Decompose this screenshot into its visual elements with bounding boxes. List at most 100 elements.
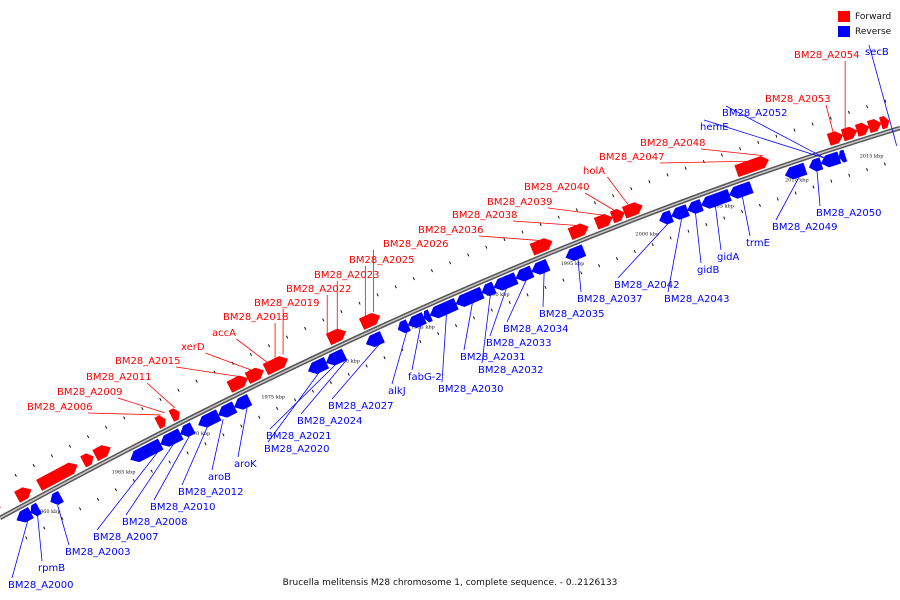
- forward-label-bm28-a2054: BM28_A2054: [794, 50, 860, 61]
- reverse-gene-arrow: [729, 181, 754, 199]
- track-dot: [615, 256, 619, 261]
- forward-leader-line: [205, 352, 252, 371]
- reverse-leader-line: [57, 504, 70, 546]
- track-dot: [14, 473, 17, 477]
- track-dot: [669, 236, 672, 240]
- forward-gene-arrow: [358, 312, 381, 330]
- track-dot: [720, 153, 723, 157]
- reverse-gene-arrow: [784, 162, 808, 180]
- reverse-label-bm28-a2000: BM28_A2000: [8, 580, 74, 591]
- forward-gene-arrow: [325, 328, 347, 346]
- reverse-label-bm28-a2021: BM28_A2021: [266, 431, 332, 442]
- reverse-gene-arrow: [455, 286, 485, 307]
- track-dot: [811, 122, 814, 126]
- reverse-leader-line: [267, 372, 320, 443]
- reverse-leader-line: [741, 196, 751, 237]
- reverse-label-bm28-a2042: BM28_A2042: [614, 280, 680, 291]
- track-dot: [195, 379, 198, 383]
- forward-label-bm28-a2015: BM28_A2015: [115, 356, 181, 367]
- reverse-gene-arrow: [671, 204, 690, 220]
- reverse-leader-line: [816, 171, 821, 207]
- tick-label: 1970 kbp: [187, 431, 211, 437]
- track-dot: [448, 261, 452, 265]
- reverse-label-bm28-a2049: BM28_A2049: [772, 222, 838, 233]
- track-dot: [812, 185, 815, 189]
- reverse-label-bm28-a2010: BM28_A2010: [150, 502, 216, 513]
- forward-leader-lines: [87, 61, 846, 416]
- track-dot: [776, 197, 779, 201]
- reverse-leader-line: [542, 272, 545, 308]
- track-dot: [848, 110, 850, 114]
- track-dot: [758, 203, 761, 207]
- reverse-leader-line: [11, 521, 29, 579]
- forward-gene-arrow: [621, 202, 643, 219]
- reverse-gene-arrow: [234, 393, 253, 410]
- track-dot: [204, 442, 207, 446]
- track-dot: [866, 105, 869, 109]
- forward-label-bm28-a2048: BM28_A2048: [640, 138, 706, 149]
- reverse-gene-arrow: [50, 490, 64, 505]
- reverse-label-bm28-a2033: BM28_A2033: [486, 338, 552, 349]
- tick-label: 1975 kbp: [261, 394, 285, 400]
- track-dot: [293, 398, 297, 402]
- reverse-gene-arrow: [493, 272, 519, 291]
- track-dot: [222, 433, 225, 437]
- track-dot: [741, 210, 744, 214]
- track-dot: [508, 300, 511, 305]
- reverse-label-heme: hemE: [700, 122, 729, 133]
- reverse-gene-arrow: [365, 331, 385, 348]
- track-dot: [132, 478, 135, 483]
- track-dot: [684, 166, 687, 170]
- reverse-leader-line: [715, 206, 722, 251]
- track-dot: [705, 222, 708, 227]
- tick-label: 1960 kbp: [37, 509, 61, 515]
- track-dot: [866, 168, 868, 172]
- track-dot: [490, 308, 493, 312]
- track-dot: [365, 364, 368, 368]
- track-dot: [485, 245, 488, 249]
- track-dot: [32, 463, 35, 468]
- track-dot: [78, 507, 82, 511]
- reverse-gene-arrow: [481, 281, 497, 297]
- reverse-gene-arrow: [180, 422, 196, 437]
- track-dot: [304, 326, 307, 331]
- track-dot: [25, 536, 28, 540]
- forward-label-bm28-a2039: BM28_A2039: [487, 197, 553, 208]
- track-dot: [829, 116, 832, 120]
- track-dot: [177, 388, 180, 392]
- track-dot: [793, 128, 796, 132]
- forward-gene-arrow: [593, 213, 613, 230]
- reverse-gene-arrow: [515, 265, 535, 282]
- forward-label-bm28-a2053: BM28_A2053: [765, 94, 831, 105]
- forward-gene-arrow: [154, 415, 166, 430]
- track-dot: [275, 406, 279, 410]
- forward-gene-arrow: [840, 126, 858, 142]
- legend-reverse: Reverse: [838, 24, 900, 39]
- track-dot: [61, 516, 64, 520]
- forward-gene-arrow: [609, 208, 625, 224]
- reverse-label-bm28-a2030: BM28_A2030: [438, 384, 504, 395]
- reverse-leader-line: [725, 105, 838, 165]
- legend-forward-label: Forward: [855, 11, 892, 22]
- forward-leader-line: [87, 412, 161, 416]
- track-dot: [884, 99, 887, 103]
- reverse-gene-arrow: [407, 312, 427, 329]
- reverse-label-arok: aroK: [234, 459, 257, 470]
- reverse-leader-line: [868, 44, 898, 146]
- track-dot: [544, 285, 547, 290]
- forward-label-bm28-a2040: BM28_A2040: [524, 182, 590, 193]
- reverse-leader-line: [695, 213, 702, 264]
- legend-forward: Forward: [838, 9, 900, 24]
- reverse-leader-line: [617, 223, 668, 279]
- tick-label: 1990 kbp: [486, 292, 510, 298]
- forward-label-hola: holA: [583, 166, 605, 177]
- forward-leader-line: [584, 192, 615, 211]
- forward-gene-arrow: [14, 487, 32, 503]
- track-dot: [394, 285, 397, 289]
- forward-gene-arrow: [866, 119, 882, 134]
- track-dot: [633, 250, 636, 254]
- track-dot: [123, 416, 126, 420]
- track-dot: [830, 179, 833, 183]
- reverse-leader-line: [331, 344, 379, 400]
- reverse-leader-line: [181, 427, 208, 486]
